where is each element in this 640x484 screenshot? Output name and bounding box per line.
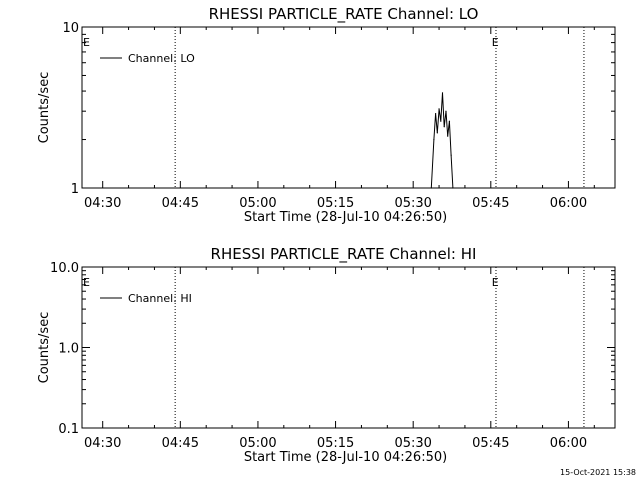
event-marker-label: E [83,36,90,49]
x-tick-label: 04:30 [84,436,121,451]
x-tick-label: 05:00 [239,196,276,211]
data-point [450,154,452,156]
plot-frame [81,26,616,189]
data-point [438,108,440,110]
x-tick-label: 05:30 [394,196,431,211]
legend-entry: Channel: HI [128,292,192,305]
data-point [440,120,442,122]
x-tick-label: 05:00 [239,436,276,451]
data-point [443,126,445,128]
y-tick-label: 10 [62,21,79,36]
data-point [435,112,437,115]
x-tick-label: 05:15 [317,196,354,211]
x-tick-label: 05:15 [317,436,354,451]
y-tick-label: 10.0 [50,261,79,276]
data-point [448,120,451,122]
y-axis-label: Counts/sec [37,312,52,384]
x-tick-label: 06:00 [550,196,587,211]
data-point [441,92,444,94]
y-tick-label: 1 [71,182,79,197]
x-tick-label: 05:45 [472,196,509,211]
event-marker-label: E [492,36,499,49]
x-tick-label: 04:30 [84,196,121,211]
x-axis-label: Start Time (28-Jul-10 04:26:50) [244,210,447,225]
event-marker-label: E [492,276,499,289]
data-point [433,138,435,141]
x-tick-label: 06:00 [550,436,587,451]
series-line [430,92,454,189]
x-axis-label: Start Time (28-Jul-10 04:26:50) [244,450,447,465]
data-point [452,187,454,189]
chart-title: RHESSI PARTICLE_RATE Channel: LO [209,5,479,24]
legend-entry: Channel: LO [128,52,195,65]
x-tick-label: 04:45 [162,436,199,451]
x-tick-label: 05:45 [472,436,509,451]
data-point [436,132,438,134]
y-tick-label: 1.0 [58,342,79,357]
y-axis-label: Counts/sec [37,72,52,144]
data-point [447,135,449,137]
data-point [430,187,432,189]
x-tick-label: 05:30 [394,436,431,451]
y-tick-label: 0.1 [58,422,79,437]
data-point [445,110,447,112]
x-tick-label: 04:45 [162,196,199,211]
event-marker-label: E [83,276,90,289]
generation-timestamp: 15-Oct-2021 15:38 [560,468,636,477]
chart-title: RHESSI PARTICLE_RATE Channel: HI [211,245,477,264]
